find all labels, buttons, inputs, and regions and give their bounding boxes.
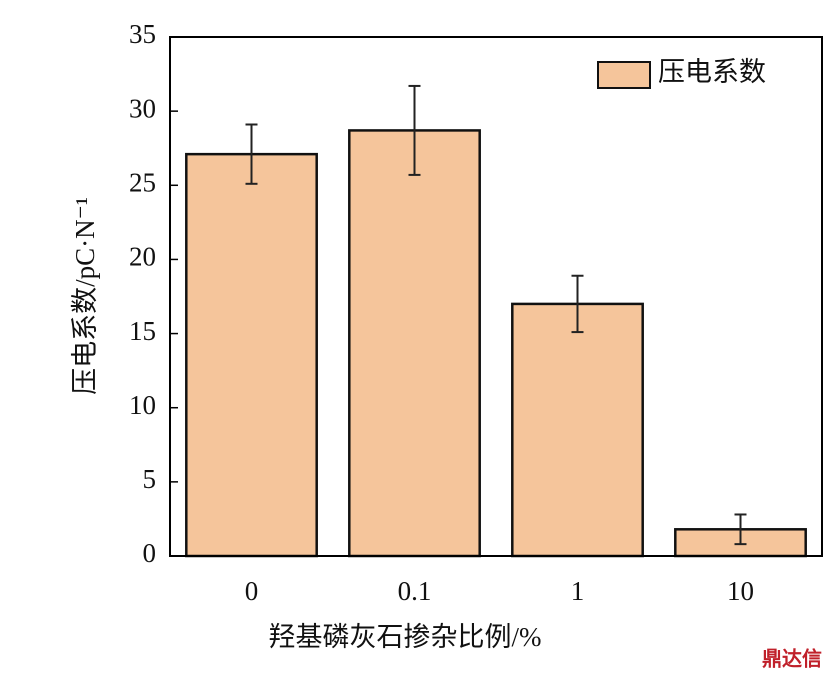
watermark: 鼎达信 — [762, 647, 822, 671]
bar — [185, 152, 318, 558]
legend-label: 压电系数 — [658, 57, 766, 87]
y-tick-label: 10 — [129, 390, 156, 420]
x-tick-label: 1 — [571, 576, 585, 606]
x-axis-label: 羟基磷灰石掺杂比例/% — [269, 622, 542, 652]
y-tick-label: 0 — [143, 538, 157, 568]
y-tick-label: 20 — [129, 242, 156, 272]
y-tick-label: 5 — [143, 464, 157, 494]
x-tick-label: 0.1 — [398, 576, 432, 606]
plot-frame — [169, 36, 823, 557]
y-axis-label: 压电系数/pC·N⁻¹ — [70, 197, 100, 395]
x-tick-label: 10 — [727, 576, 754, 606]
y-tick-label: 35 — [129, 19, 156, 49]
y-tick-label: 15 — [129, 316, 156, 346]
y-tick-label: 25 — [129, 167, 156, 197]
y-tick-label: 30 — [129, 93, 156, 123]
x-tick-label: 0 — [245, 576, 259, 606]
bar — [511, 302, 644, 558]
legend-swatch — [597, 61, 651, 89]
bar — [348, 129, 481, 558]
